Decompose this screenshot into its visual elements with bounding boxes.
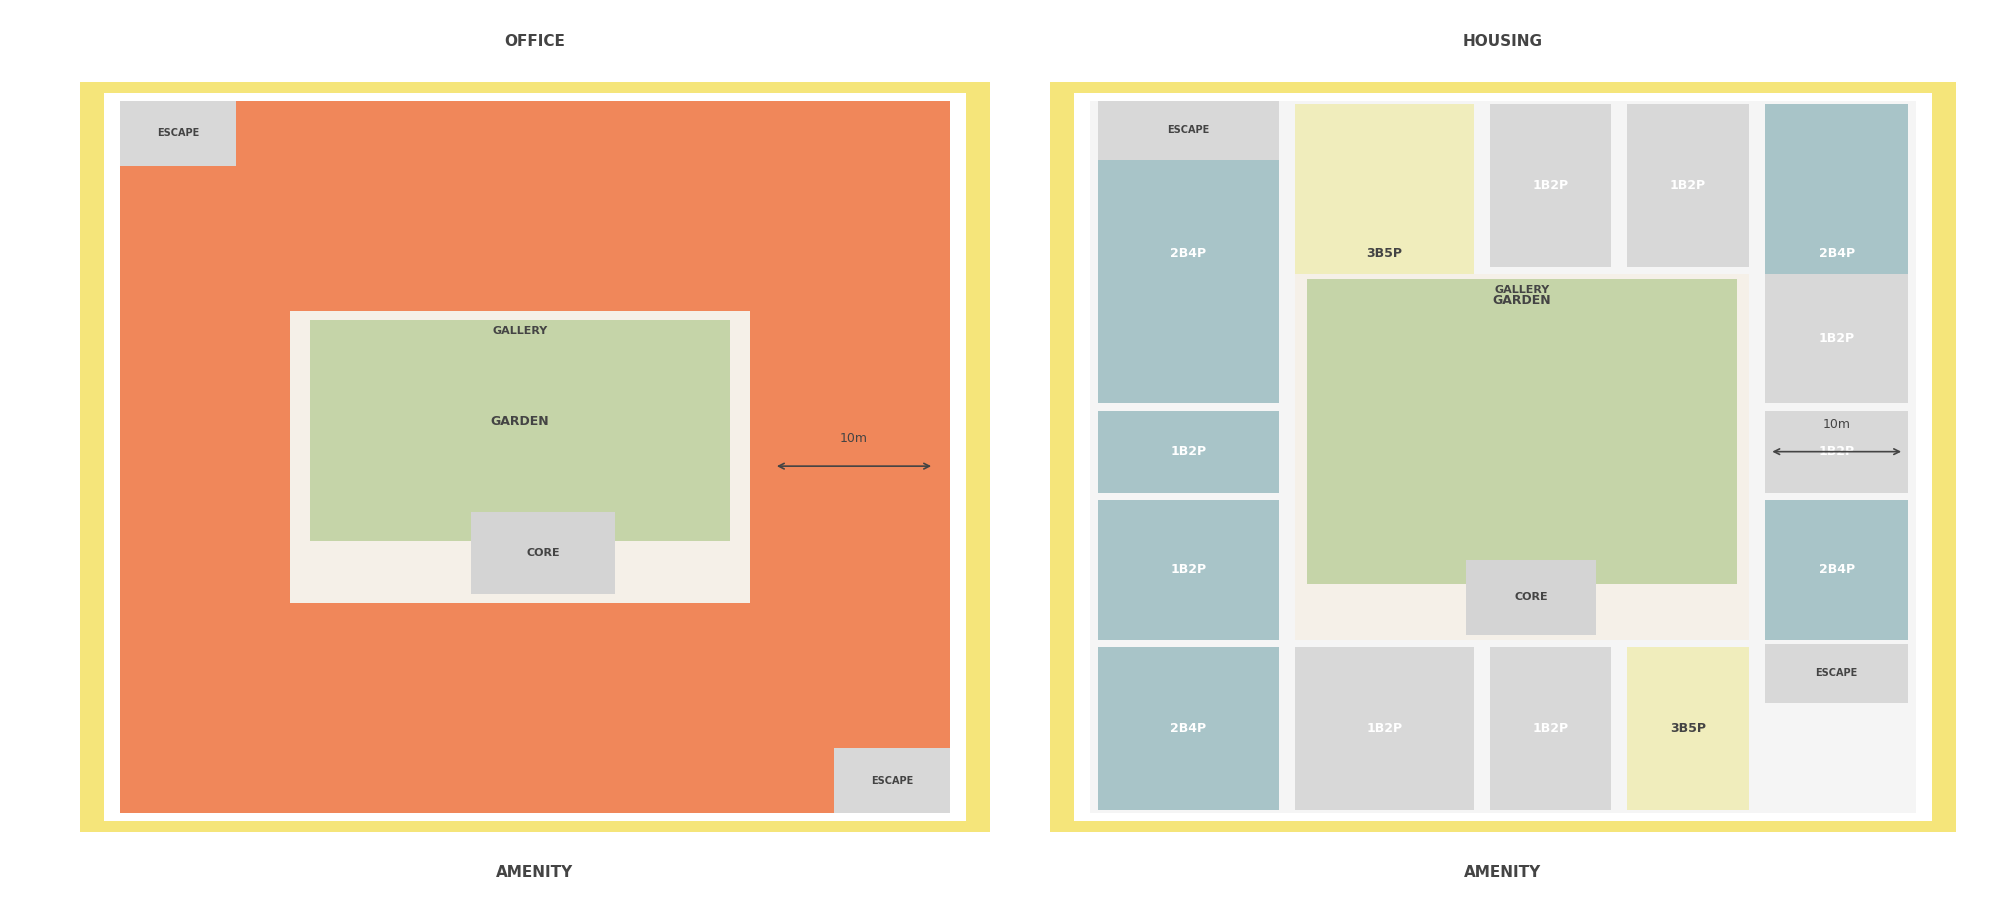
Text: ESCAPE: ESCAPE (1816, 668, 1858, 678)
Text: 1B2P: 1B2P (1818, 332, 1854, 345)
Bar (1626, 647, 1750, 810)
Text: AMENITY: AMENITY (1464, 866, 1542, 880)
Text: 3B5P: 3B5P (1670, 722, 1706, 735)
Bar (1626, 104, 1750, 267)
Bar (1050, 82, 1956, 832)
Bar (1098, 104, 1278, 403)
Text: HOUSING: HOUSING (1464, 34, 1544, 48)
Bar (1766, 410, 1908, 493)
Bar (1294, 104, 1474, 403)
Bar (1490, 274, 1610, 403)
Bar (1098, 500, 1278, 640)
Text: GARDEN: GARDEN (1492, 293, 1552, 307)
Text: 1B2P: 1B2P (1818, 445, 1854, 458)
Text: 1B2P: 1B2P (1170, 445, 1206, 458)
Text: OFFICE: OFFICE (504, 34, 566, 48)
Bar (1466, 559, 1596, 634)
Text: GARDEN: GARDEN (490, 415, 550, 429)
Bar (1766, 500, 1908, 640)
Text: 1B2P: 1B2P (1366, 722, 1402, 735)
Bar (310, 320, 730, 541)
Text: 2B4P: 2B4P (1170, 248, 1206, 260)
Bar (1766, 274, 1908, 403)
Bar (1098, 647, 1278, 810)
Bar (290, 311, 750, 603)
Bar (1098, 410, 1278, 493)
Bar (472, 512, 616, 594)
Bar (1294, 274, 1750, 640)
Text: CORE: CORE (526, 548, 560, 558)
Bar (834, 748, 950, 813)
Bar (1490, 647, 1610, 810)
Bar (120, 101, 950, 813)
Text: CORE: CORE (1514, 592, 1548, 602)
Text: 1B2P: 1B2P (1170, 564, 1206, 577)
Bar (1306, 280, 1738, 584)
Text: 1B2P: 1B2P (1532, 332, 1568, 345)
Text: 1B2P: 1B2P (1670, 179, 1706, 192)
Text: 10m: 10m (1822, 418, 1850, 430)
Text: 2B4P: 2B4P (1818, 248, 1854, 260)
Text: 3B5P: 3B5P (1366, 248, 1402, 260)
Bar (104, 93, 966, 821)
Text: ESCAPE: ESCAPE (156, 129, 200, 138)
Text: GALLERY: GALLERY (1494, 285, 1550, 295)
Bar (80, 82, 990, 832)
Bar (1766, 643, 1908, 703)
Bar (120, 101, 236, 166)
Text: 10m: 10m (840, 432, 868, 445)
Bar (1098, 101, 1278, 160)
Text: AMENITY: AMENITY (496, 866, 574, 880)
Bar (1074, 93, 1932, 821)
Bar (1294, 647, 1474, 810)
Text: GALLERY: GALLERY (492, 326, 548, 335)
Text: ESCAPE: ESCAPE (1168, 125, 1210, 135)
Bar (1766, 104, 1908, 403)
Bar (1490, 104, 1610, 267)
Text: 2B4P: 2B4P (1818, 564, 1854, 577)
Text: ESCAPE: ESCAPE (870, 776, 914, 785)
Bar (1090, 101, 1916, 813)
Text: 1B2P: 1B2P (1532, 722, 1568, 735)
Text: 2B4P: 2B4P (1170, 722, 1206, 735)
Text: 1B2P: 1B2P (1532, 179, 1568, 192)
